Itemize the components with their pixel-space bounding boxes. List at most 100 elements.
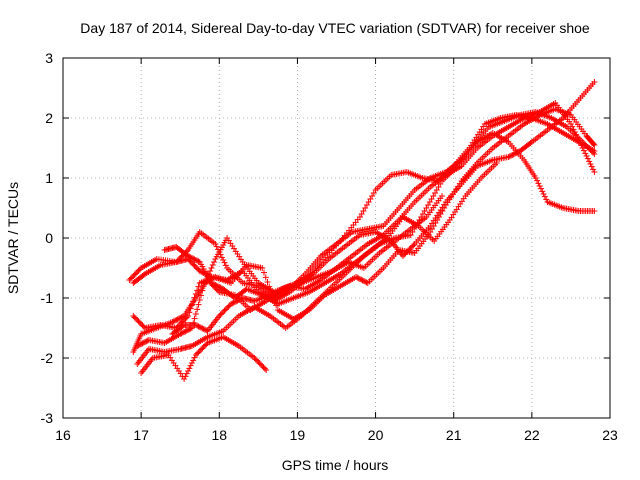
data-point [182, 373, 189, 380]
data-point [175, 256, 182, 263]
data-point [142, 339, 149, 345]
data-point [136, 341, 143, 348]
data-point [194, 322, 201, 329]
data-point [536, 183, 543, 189]
data-point [174, 316, 181, 323]
data-point [583, 143, 590, 149]
data-point [138, 341, 145, 347]
data-point [225, 303, 232, 310]
x-tick-label: 18 [211, 427, 227, 443]
data-point [178, 314, 185, 321]
data-point [195, 349, 202, 356]
data-point [208, 265, 215, 271]
data-point [182, 328, 189, 335]
data-point [136, 266, 143, 273]
data-point [190, 255, 197, 262]
data-point [179, 323, 186, 329]
data-point [579, 145, 586, 151]
data-point [173, 259, 180, 265]
data-point [220, 257, 227, 263]
data-point [134, 317, 141, 323]
y-tick-label: 1 [45, 170, 53, 186]
data-point [181, 329, 188, 335]
data-point [534, 177, 541, 184]
data-point [234, 297, 241, 304]
data-point [217, 284, 224, 291]
data-point [139, 340, 146, 347]
data-point [221, 259, 228, 266]
data-point [191, 294, 198, 301]
data-point [587, 147, 594, 153]
data-point [134, 343, 141, 349]
axis-ticks [62, 57, 611, 419]
x-tick-label: 19 [290, 427, 306, 443]
data-point [177, 255, 184, 261]
data-point [214, 283, 221, 290]
data-point [360, 278, 367, 284]
data-point [567, 121, 574, 127]
data-point [192, 257, 199, 263]
data-point [583, 153, 590, 159]
data-point [259, 363, 266, 369]
data-point [130, 273, 137, 279]
data-point [587, 161, 594, 167]
x-tick-label: 21 [446, 427, 462, 443]
data-point [251, 355, 258, 361]
data-point [188, 302, 195, 308]
y-tick-label: 0 [45, 230, 53, 246]
data-point [261, 365, 268, 372]
data-point [259, 265, 266, 271]
data-point [170, 318, 177, 325]
data-point [235, 297, 242, 303]
y-axis-label: SDTVAR / TECUs [5, 182, 21, 294]
x-tick-label: 16 [55, 427, 71, 443]
data-point [194, 265, 201, 272]
data-point [539, 188, 546, 195]
data-point [399, 253, 406, 259]
series-track-8 [161, 160, 500, 307]
data-point [216, 313, 223, 319]
data-point [409, 243, 416, 250]
data-point [190, 357, 197, 364]
x-tick-label: 20 [368, 427, 384, 443]
data-point [543, 196, 550, 203]
data-point [569, 123, 576, 130]
data-point [230, 299, 237, 306]
y-tick-label: -3 [41, 410, 54, 426]
data-point [188, 255, 195, 261]
data-point [183, 314, 190, 321]
data-point [196, 348, 203, 354]
data-point [261, 269, 268, 276]
y-tick-label: -1 [41, 290, 54, 306]
data-point [140, 323, 147, 330]
data-point [178, 330, 185, 337]
data-point [438, 193, 445, 199]
data-point [509, 152, 516, 158]
series-track-7 [138, 334, 270, 382]
data-point [194, 257, 201, 264]
data-point [537, 185, 544, 192]
data-point [195, 301, 202, 308]
x-tick-label: 23 [602, 427, 618, 443]
data-point [185, 313, 192, 319]
data-point [186, 253, 193, 260]
data-point [254, 357, 261, 364]
data-point [354, 274, 361, 281]
data-point [195, 283, 202, 290]
data-point [410, 242, 417, 249]
data-point [212, 282, 219, 288]
data-point [169, 319, 176, 325]
data-point [139, 322, 146, 329]
data-point [136, 319, 143, 326]
data-point [178, 253, 185, 260]
data-point [514, 149, 521, 156]
data-point [582, 141, 589, 148]
x-tick-label: 17 [133, 427, 149, 443]
data-point [173, 317, 180, 323]
x-axis-label: GPS time / hours [282, 457, 389, 473]
data-point [190, 261, 197, 268]
data-point [187, 305, 194, 312]
data-point [190, 298, 197, 305]
